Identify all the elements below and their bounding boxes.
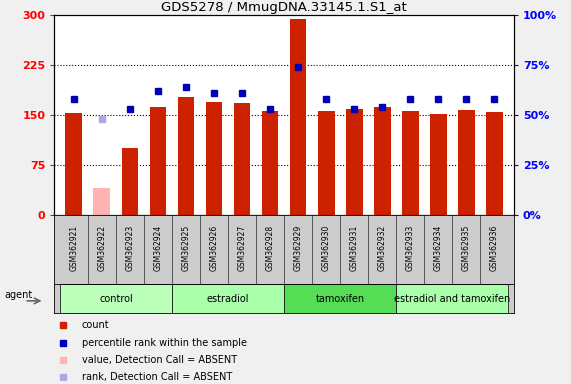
Text: estradiol: estradiol	[207, 293, 250, 304]
Bar	[122, 149, 138, 215]
Text: GSM362925: GSM362925	[182, 225, 191, 271]
Bar	[374, 107, 391, 215]
Text: agent: agent	[5, 290, 33, 300]
Text: estradiol and tamoxifen: estradiol and tamoxifen	[394, 293, 510, 304]
Text: GSM362935: GSM362935	[462, 225, 471, 271]
Text: GSM362930: GSM362930	[321, 225, 331, 271]
Bar	[345, 109, 363, 215]
Bar	[234, 103, 251, 215]
Bar	[402, 111, 419, 215]
Bar	[262, 111, 279, 215]
Text: GSM362928: GSM362928	[266, 225, 275, 271]
Text: tamoxifen: tamoxifen	[316, 293, 365, 304]
Text: GSM362931: GSM362931	[349, 225, 359, 271]
Text: value, Detection Call = ABSENT: value, Detection Call = ABSENT	[82, 355, 237, 365]
Bar	[396, 284, 508, 313]
Text: GSM362922: GSM362922	[98, 225, 106, 271]
Text: percentile rank within the sample: percentile rank within the sample	[82, 338, 247, 348]
Bar	[206, 102, 223, 215]
Bar	[317, 111, 335, 215]
Text: GSM362923: GSM362923	[126, 225, 134, 271]
Bar	[289, 19, 307, 215]
Bar	[486, 112, 502, 215]
Bar	[178, 97, 194, 215]
Text: GSM362936: GSM362936	[490, 225, 499, 271]
Title: GDS5278 / MmugDNA.33145.1.S1_at: GDS5278 / MmugDNA.33145.1.S1_at	[161, 1, 407, 14]
Bar	[458, 110, 475, 215]
Text: GSM362929: GSM362929	[293, 225, 303, 271]
Text: count: count	[82, 320, 110, 330]
Text: control: control	[99, 293, 133, 304]
Bar	[94, 189, 110, 215]
Text: GSM362933: GSM362933	[406, 225, 415, 271]
Text: GSM362932: GSM362932	[377, 225, 387, 271]
Text: GSM362924: GSM362924	[154, 225, 162, 271]
Text: GSM362934: GSM362934	[434, 225, 443, 271]
Text: GSM362927: GSM362927	[238, 225, 247, 271]
Bar	[172, 284, 284, 313]
Bar	[66, 113, 82, 215]
Bar	[284, 284, 396, 313]
Text: GSM362921: GSM362921	[69, 225, 78, 271]
Bar	[430, 114, 447, 215]
Bar	[60, 284, 172, 313]
Text: rank, Detection Call = ABSENT: rank, Detection Call = ABSENT	[82, 372, 232, 382]
Text: GSM362926: GSM362926	[210, 225, 219, 271]
Bar	[150, 106, 166, 215]
